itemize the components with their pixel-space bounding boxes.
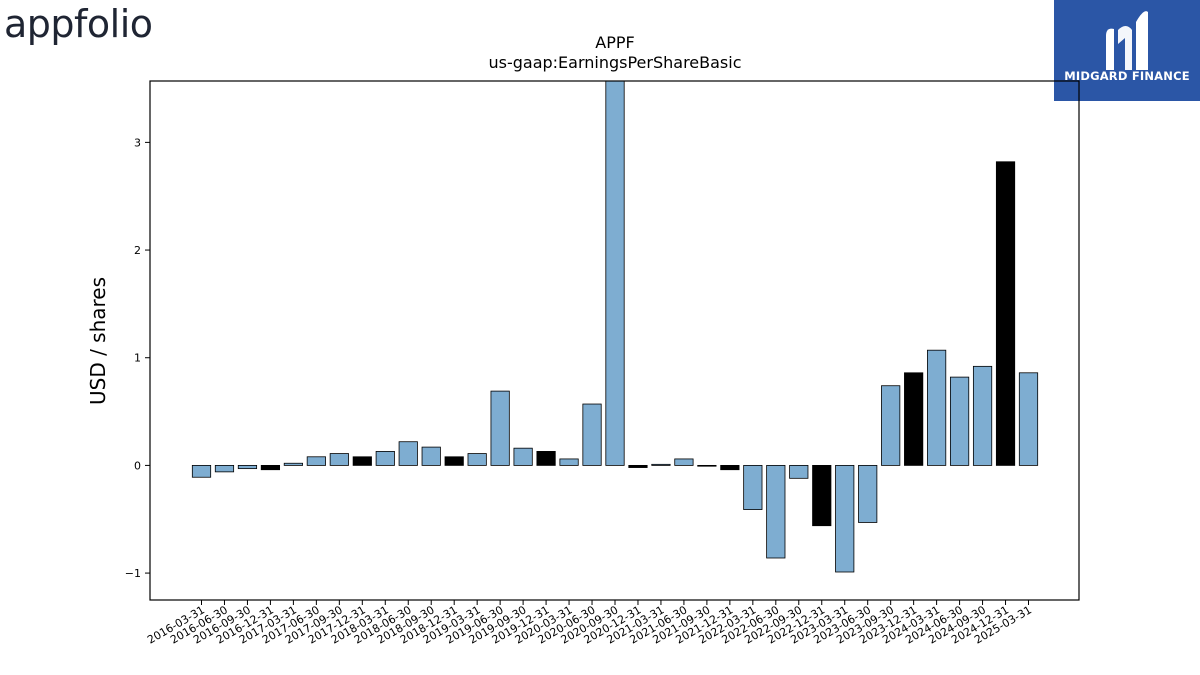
y-tick-label: 1 <box>134 352 141 365</box>
bar-2019-03-31 <box>467 453 487 466</box>
bar-2022-06-30 <box>766 464 786 559</box>
chart-title: APPF <box>595 33 634 52</box>
bar-2024-12-31 <box>995 161 1016 466</box>
bar-2020-03-31 <box>559 458 579 466</box>
bar-2020-09-30 <box>605 80 625 466</box>
bar-2021-03-31 <box>651 463 671 466</box>
bar-2018-12-31 <box>444 456 464 466</box>
bar-2017-03-31 <box>283 462 303 466</box>
bar-2020-06-30 <box>582 403 602 466</box>
y-tick-label: 2 <box>134 244 141 257</box>
bar-2018-09-30 <box>421 446 441 466</box>
bar-2022-12-31 <box>812 464 832 527</box>
midgard-finance-logo: MIDGARD FINANCE <box>1054 0 1200 101</box>
appfolio-logo: appfolio <box>4 2 153 46</box>
bar-2023-03-31 <box>835 464 855 573</box>
bar-2016-12-31 <box>260 464 281 471</box>
y-axis-label: USD / shares <box>86 277 110 405</box>
y-tick-label: −1 <box>125 567 141 580</box>
bar-2019-12-31 <box>536 451 556 466</box>
bar-2021-06-30 <box>674 458 694 466</box>
plot-frame <box>149 80 1080 601</box>
bar-2025-03-31 <box>1018 372 1039 466</box>
bar-2016-06-30 <box>214 464 235 473</box>
bar-2016-09-30 <box>237 464 258 470</box>
brand-name: MIDGARD FINANCE <box>1064 69 1190 83</box>
bar-2021-09-30 <box>697 464 717 467</box>
bar-2023-09-30 <box>881 385 901 466</box>
bar-2018-06-30 <box>398 441 418 466</box>
bar-2024-06-30 <box>949 376 970 466</box>
y-tick-label: 0 <box>134 459 141 472</box>
bar-2022-03-31 <box>743 464 763 510</box>
bars-group <box>191 80 1039 573</box>
chart-subtitle: us-gaap:EarningsPerShareBasic <box>488 53 741 72</box>
bar-2024-03-31 <box>927 349 947 466</box>
bar-2017-06-30 <box>306 456 326 466</box>
bar-2022-09-30 <box>789 464 809 479</box>
bar-2017-12-31 <box>352 456 372 466</box>
bar-2023-06-30 <box>858 464 878 523</box>
midgard-m-mark-icon <box>1106 11 1148 70</box>
bar-2021-12-31 <box>720 464 740 471</box>
bar-2017-09-30 <box>329 453 349 466</box>
bar-2019-06-30 <box>490 390 510 466</box>
bar-2023-12-31 <box>904 372 924 466</box>
bar-2018-03-31 <box>375 451 395 466</box>
bar-2024-09-30 <box>972 365 993 466</box>
bar-2016-03-31 <box>191 464 212 478</box>
y-tick-label: 3 <box>134 136 141 149</box>
bar-2019-09-30 <box>513 447 533 466</box>
bar-2020-12-31 <box>628 464 648 468</box>
x-ticks-group: 2016-03-312016-06-302016-09-302016-12-31… <box>145 600 1034 647</box>
y-ticks-group: −1 0 1 2 3 <box>125 136 150 580</box>
